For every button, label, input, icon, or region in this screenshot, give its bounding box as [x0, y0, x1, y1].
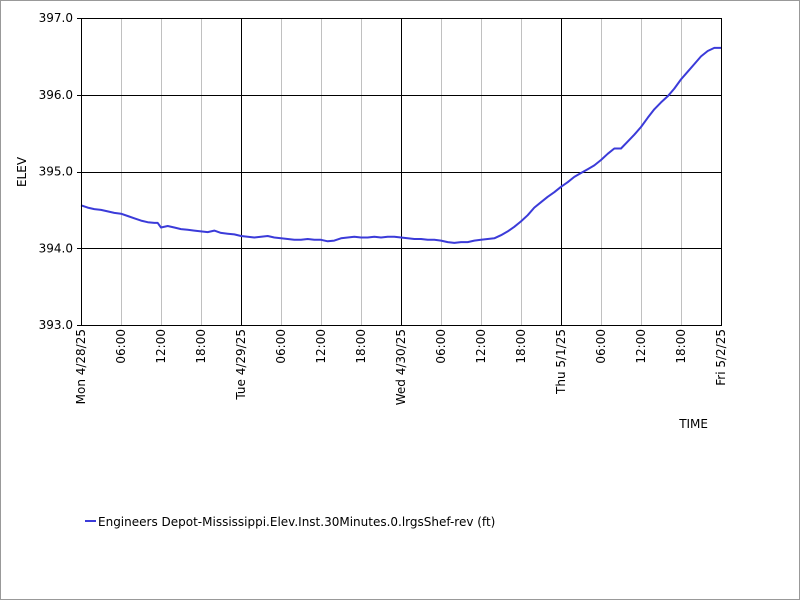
x-tick-label: Wed 4/30/25 — [394, 329, 408, 405]
y-axis-title: ELEV — [15, 156, 29, 187]
x-tick-label: 12:00 — [314, 329, 328, 364]
y-tick-label: 395.0 — [39, 165, 73, 179]
y-tick-labels: 397.0 396.0 395.0 394.0 393.0 — [39, 11, 81, 332]
x-tick-label: 06:00 — [594, 329, 608, 364]
x-tick-label: 12:00 — [634, 329, 648, 364]
x-tick-label: 18:00 — [674, 329, 688, 364]
x-tick-labels: Mon 4/28/25 06:00 12:00 18:00 Tue 4/29/25 06:… — [74, 329, 728, 405]
x-tick-label: Thu 5/1/25 — [554, 329, 568, 395]
x-tick-label: Tue 4/29/25 — [234, 329, 248, 401]
x-tick-label: 18:00 — [514, 329, 528, 364]
y-tick-label: 396.0 — [39, 88, 73, 102]
series-line — [80, 46, 721, 244]
x-tick-label: 06:00 — [274, 329, 288, 364]
grid — [81, 18, 722, 326]
x-axis-title: TIME — [678, 417, 708, 431]
x-tick-label: Fri 5/2/25 — [714, 329, 728, 386]
x-tick-label: 06:00 — [114, 329, 128, 364]
x-tick-label: 18:00 — [194, 329, 208, 364]
x-tick-label: 18:00 — [354, 329, 368, 364]
y-tick-label: 397.0 — [39, 11, 73, 25]
series-layer — [80, 46, 721, 244]
y-tick-label: 394.0 — [39, 241, 73, 255]
plot-area-border — [81, 18, 722, 326]
x-tick-label: Mon 4/28/25 — [74, 329, 88, 404]
y-tick-label: 393.0 — [39, 318, 73, 332]
x-tick-label: 12:00 — [154, 329, 168, 364]
x-tick-label: 12:00 — [474, 329, 488, 364]
legend-label: Engineers Depot-Mississippi.Elev.Inst.30… — [98, 515, 495, 529]
legend: Engineers Depot-Mississippi.Elev.Inst.30… — [85, 515, 495, 529]
x-tick-label: 06:00 — [434, 329, 448, 364]
